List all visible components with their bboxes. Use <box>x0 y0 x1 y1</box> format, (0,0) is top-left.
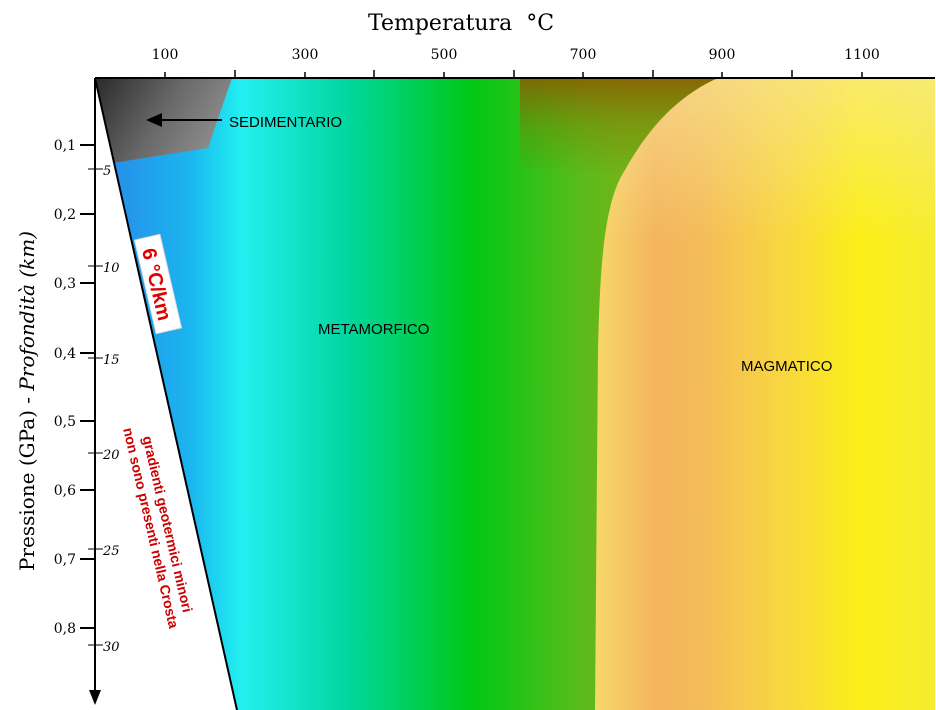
temperature-tick-label: 1100 <box>844 47 880 63</box>
depth-tick-label: 10 <box>103 261 120 276</box>
temperature-ticks <box>164 70 863 78</box>
pressure-tick-label: 0,8 <box>54 621 76 637</box>
depth-tick-label: 5 <box>103 164 111 179</box>
temperature-tick-label: 900 <box>709 47 736 63</box>
temperature-tick-label: 300 <box>292 47 319 63</box>
depth-tick-label: 15 <box>103 353 120 368</box>
depth-ticks <box>88 168 103 646</box>
magmatic-label: MAGMATICO <box>741 358 832 375</box>
depth-tick-label: 30 <box>103 640 120 655</box>
pressure-tick-label: 0,7 <box>54 552 76 568</box>
temperature-tick-label: 100 <box>152 47 179 63</box>
temperature-tick-label: 700 <box>570 47 597 63</box>
pressure-axis-title: Pressione (GPa) - Profondità (km) <box>15 231 39 571</box>
depth-tick-label: 25 <box>102 544 120 559</box>
temperature-axis-title: Temperatura °C <box>368 11 554 36</box>
metamorphic-label: METAMORFICO <box>318 321 429 338</box>
pressure-tick-label: 0,6 <box>54 483 76 499</box>
pressure-tick-label: 0,1 <box>54 138 76 154</box>
temperature-tick-label: 500 <box>431 47 458 63</box>
depth-tick-label: 20 <box>102 448 120 463</box>
magmatic-top-glow <box>598 78 935 350</box>
pressure-tick-label: 0,3 <box>54 276 76 292</box>
pressure-tick-label: 0,4 <box>54 346 76 362</box>
sedimentary-label: SEDIMENTARIO <box>229 114 342 131</box>
gradient-line <box>94 77 238 710</box>
sedimentary-arrow-head <box>146 113 162 127</box>
pressure-tick-label: 0,2 <box>54 207 76 223</box>
pressure-axis-arrow <box>89 690 101 705</box>
pressure-ticks <box>80 144 95 629</box>
pressure-tick-label: 0,5 <box>54 414 76 430</box>
